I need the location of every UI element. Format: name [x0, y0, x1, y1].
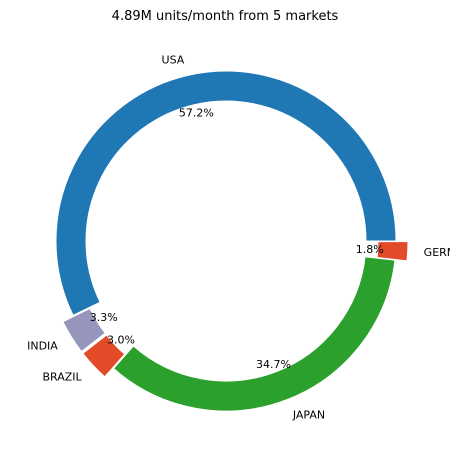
- slice-brazil: [82, 334, 126, 378]
- value-label-germany: 1.8%: [356, 243, 384, 256]
- labels-group: USA 57.2% INDIA 3.3% BRAZIL 3.0% JAPAN 34.7% GER…: [27, 54, 450, 422]
- value-label-usa: 57.2%: [179, 106, 214, 119]
- slice-label-brazil: BRAZIL: [42, 371, 82, 384]
- slice-label-germany: GERMANY: [424, 246, 450, 259]
- slice-india: [62, 307, 106, 353]
- slice-label-usa: USA: [162, 54, 185, 67]
- slice-label-india: INDIA: [27, 340, 58, 353]
- value-label-japan: 34.7%: [256, 358, 291, 371]
- slice-germany: [376, 241, 409, 262]
- slices-group: [55, 70, 409, 412]
- chart-title: 4.89M units/month from 5 markets: [112, 9, 339, 24]
- slice-label-japan: JAPAN: [292, 409, 325, 422]
- slice-japan: [112, 256, 396, 412]
- slice-usa: [55, 70, 397, 316]
- value-label-india: 3.3%: [90, 311, 118, 324]
- value-label-brazil: 3.0%: [107, 334, 135, 347]
